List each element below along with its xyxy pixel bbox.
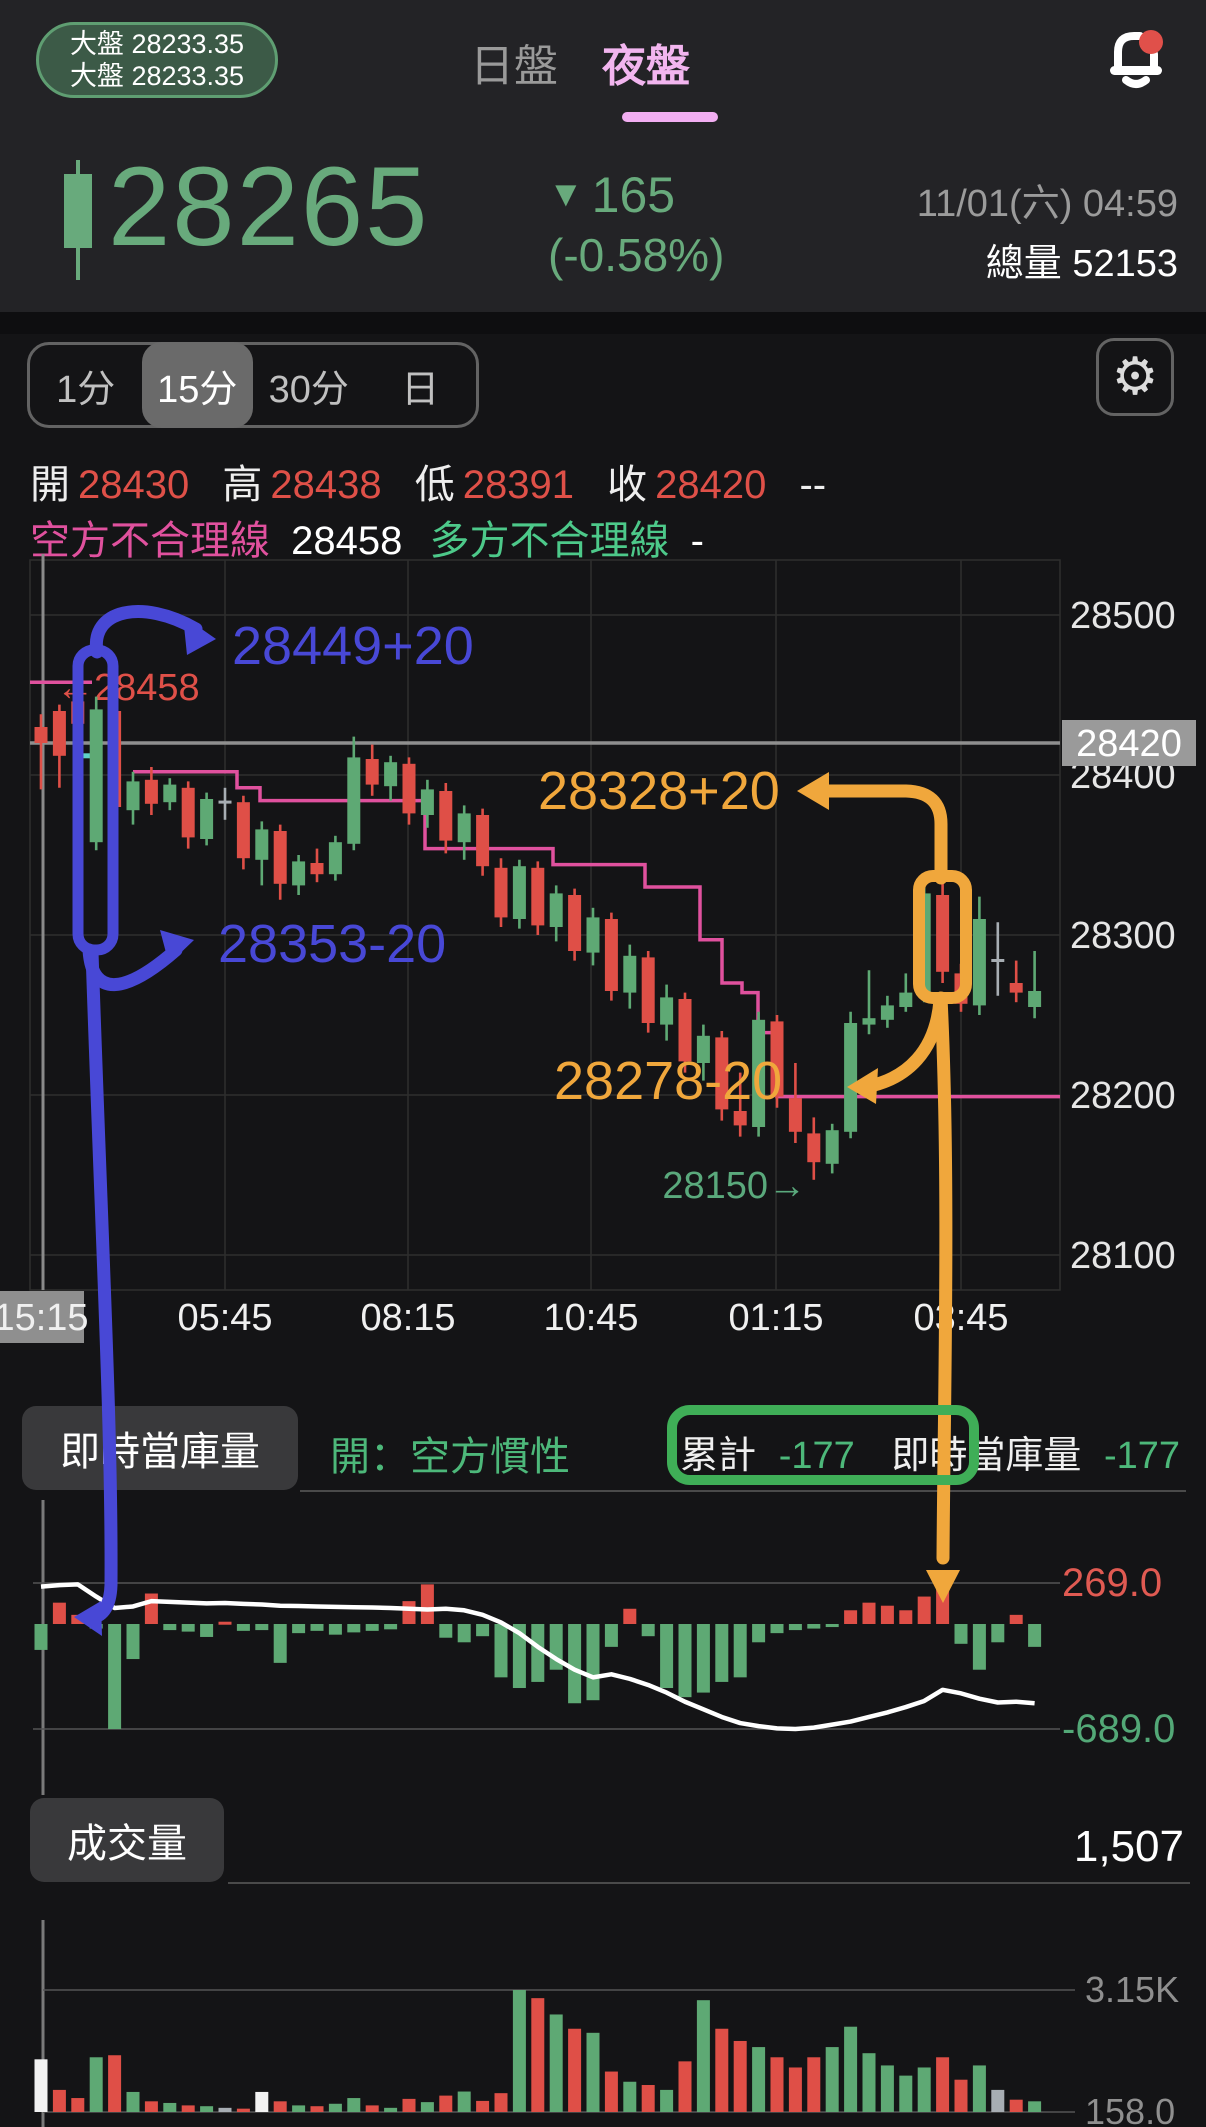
settings-gear-icon[interactable]: ⚙ bbox=[1096, 338, 1174, 416]
notification-bell-icon[interactable] bbox=[1104, 24, 1168, 90]
low-value: 28391 bbox=[462, 463, 574, 507]
price-change: ▼ 165 bbox=[548, 167, 676, 223]
open-value: 28430 bbox=[78, 463, 190, 507]
svg-text:28150→: 28150→ bbox=[662, 1165, 806, 1207]
svg-text:03:45: 03:45 bbox=[913, 1297, 1008, 1339]
long-line-label: 多方不合理線 bbox=[429, 519, 670, 563]
timeframe-selector: 1分 15分 30分 日 bbox=[27, 342, 479, 428]
unreasonable-lines-row: 空方不合理線 28458 多方不合理線 - bbox=[30, 508, 720, 566]
ohlc-row: 開 28430 高 28438 低 28391 收 28420 -- bbox=[30, 463, 827, 507]
svg-text:10:45: 10:45 bbox=[543, 1297, 638, 1339]
inventory-open-note: 開：空方慣性 bbox=[330, 1435, 570, 1479]
svg-text:-689.0: -689.0 bbox=[1062, 1707, 1175, 1751]
last-price: 28265 bbox=[108, 144, 430, 269]
timeframe-1min[interactable]: 1分 bbox=[56, 368, 116, 411]
timeframe-15min[interactable]: 15分 bbox=[141, 342, 253, 428]
active-tab-underline bbox=[622, 112, 718, 122]
volume-divider bbox=[228, 1882, 1190, 1884]
svg-text:28100: 28100 bbox=[1070, 1235, 1176, 1277]
volume-last-value: 1,507 bbox=[1073, 1822, 1184, 1871]
price-candle-icon bbox=[64, 160, 92, 280]
svg-text:3.15K: 3.15K bbox=[1085, 1969, 1179, 2010]
tab-day-session[interactable]: 日盤 bbox=[470, 42, 558, 91]
quote-datetime: 11/01(六) 04:59 bbox=[916, 183, 1178, 225]
svg-text:28500: 28500 bbox=[1070, 595, 1176, 637]
svg-text:158.0: 158.0 bbox=[1085, 2091, 1175, 2127]
short-line-label: 空方不合理線 bbox=[30, 519, 270, 563]
inventory-tab[interactable]: 即時當庫量 bbox=[22, 1406, 298, 1490]
index-quote-line1: 大盤 28233.35 bbox=[69, 28, 245, 59]
timeframe-day[interactable]: 日 bbox=[401, 368, 440, 411]
long-line-value: - bbox=[690, 519, 704, 563]
svg-text:28200: 28200 bbox=[1070, 1075, 1176, 1117]
section-divider-band bbox=[0, 312, 1206, 334]
total-volume: 總量 52153 bbox=[985, 243, 1178, 285]
short-line-value: 28458 bbox=[291, 519, 403, 563]
timeframe-30min[interactable]: 30分 bbox=[268, 368, 349, 411]
svg-text:05:45: 05:45 bbox=[177, 1297, 272, 1339]
tab-night-session[interactable]: 夜盤 bbox=[602, 42, 690, 91]
svg-text:28420: 28420 bbox=[1076, 723, 1182, 765]
price-change-percent: (-0.58%) bbox=[548, 229, 725, 281]
down-triangle-icon: ▼ bbox=[548, 173, 584, 214]
inventory-divider bbox=[300, 1490, 1186, 1492]
session-tabs: 日盤 夜盤 bbox=[470, 30, 690, 94]
high-value: 28438 bbox=[270, 463, 382, 507]
svg-text:08:15: 08:15 bbox=[360, 1297, 455, 1339]
svg-text:28300: 28300 bbox=[1070, 915, 1176, 957]
index-quote-line2: 大盤 28233.35 bbox=[69, 61, 245, 91]
rt-value: -177 bbox=[1103, 1435, 1180, 1477]
svg-text:269.0: 269.0 bbox=[1062, 1561, 1162, 1605]
volume-tab[interactable]: 成交量 bbox=[30, 1798, 224, 1882]
svg-text:15:15: 15:15 bbox=[0, 1297, 89, 1339]
index-quote-pill[interactable]: 大盤 28233.35 大盤 28233.35 bbox=[36, 22, 278, 98]
svg-text:01:15: 01:15 bbox=[728, 1297, 823, 1339]
close-value: 28420 bbox=[655, 463, 767, 507]
notification-dot bbox=[1139, 30, 1163, 54]
